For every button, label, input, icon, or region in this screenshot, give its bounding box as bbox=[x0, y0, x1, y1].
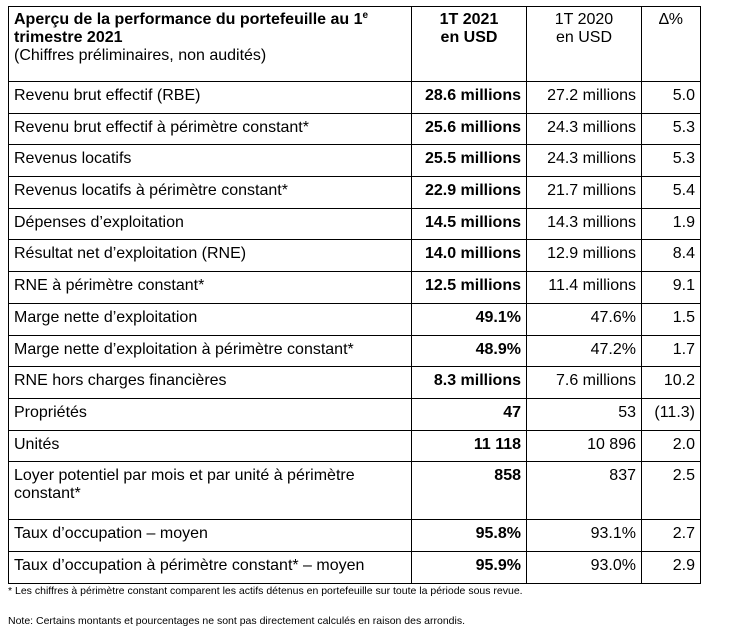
row-label: Revenu brut effectif (RBE) bbox=[8, 81, 412, 114]
footnote-asterisk: * Les chiffres à périmètre constant comp… bbox=[8, 585, 523, 597]
value-2021: 95.8% bbox=[411, 519, 527, 552]
value-2021: 22.9 millions bbox=[411, 176, 527, 209]
table-row: RNE hors charges financières 8.3 millions… bbox=[8, 366, 701, 399]
row-label: Revenus locatifs bbox=[8, 144, 412, 178]
value-delta: 2.7 bbox=[641, 519, 701, 552]
table-row: Marge nette d’exploitation 49.1% 47.6% 1.5 bbox=[8, 302, 701, 336]
value-2021: 14.5 millions bbox=[411, 207, 527, 241]
value-delta: 5.3 bbox=[641, 112, 701, 146]
row-label: Taux d’occupation – moyen bbox=[8, 519, 412, 552]
value-delta: 2.5 bbox=[641, 461, 701, 521]
value-2021: 8.3 millions bbox=[411, 366, 527, 399]
header-delta: ∆% bbox=[641, 6, 701, 82]
value-2020: 27.2 millions bbox=[526, 81, 642, 114]
row-label: Taux d’occupation à périmètre constant* … bbox=[8, 550, 412, 584]
portfolio-performance-table: Aperçu de la performance du portefeuille… bbox=[8, 6, 701, 584]
row-label: Dépenses d’exploitation bbox=[8, 207, 412, 241]
row-label: Marge nette d’exploitation bbox=[8, 302, 412, 336]
table-row: Revenu brut effectif (RBE) 28.6 millions 2… bbox=[8, 81, 701, 114]
value-delta: 2.9 bbox=[641, 550, 701, 584]
value-2021: 12.5 millions bbox=[411, 271, 527, 304]
value-2021: 95.9% bbox=[411, 550, 527, 584]
value-2020: 24.3 millions bbox=[526, 112, 642, 146]
value-2021: 28.6 millions bbox=[411, 81, 527, 114]
table-row: Loyer potentiel par mois et par unité à … bbox=[8, 461, 701, 521]
table-row: Propriétés 47 53 (11.3) bbox=[8, 397, 701, 431]
table-row: Unités 11 118 10 896 2.0 bbox=[8, 429, 701, 463]
value-2021: 47 bbox=[411, 397, 527, 431]
value-delta: 2.0 bbox=[641, 429, 701, 463]
value-delta: 1.5 bbox=[641, 302, 701, 336]
value-2020: 7.6 millions bbox=[526, 366, 642, 399]
row-label: RNE à périmètre constant* bbox=[8, 271, 412, 304]
value-delta: 9.1 bbox=[641, 271, 701, 304]
table-row: Marge nette d’exploitation à périmètre c… bbox=[8, 334, 701, 368]
value-2021: 49.1% bbox=[411, 302, 527, 336]
value-delta: 1.9 bbox=[641, 207, 701, 241]
footnote-note: Note: Certains montants et pourcentages … bbox=[8, 615, 466, 627]
header-2021: 1T 2021 en USD bbox=[411, 6, 527, 82]
row-label: Unités bbox=[8, 429, 412, 463]
table-header-row: Aperçu de la performance du portefeuille… bbox=[8, 6, 701, 82]
value-2020: 10 896 bbox=[526, 429, 642, 463]
value-2020: 12.9 millions bbox=[526, 239, 642, 273]
row-label: Revenu brut effectif à périmètre constan… bbox=[8, 112, 412, 146]
value-delta: 5.0 bbox=[641, 81, 701, 114]
value-delta: 5.4 bbox=[641, 176, 701, 209]
value-2020: 53 bbox=[526, 397, 642, 431]
value-2020: 47.6% bbox=[526, 302, 642, 336]
table-row: Taux d’occupation – moyen 95.8% 93.1% 2.7 bbox=[8, 519, 701, 552]
header-2020: 1T 2020 en USD bbox=[526, 6, 642, 82]
table-row: Dépenses d’exploitation 14.5 millions 14.3… bbox=[8, 207, 701, 241]
value-delta: 1.7 bbox=[641, 334, 701, 368]
row-label: Revenus locatifs à périmètre constant* bbox=[8, 176, 412, 209]
value-delta: 8.4 bbox=[641, 239, 701, 273]
row-label: Résultat net d’exploitation (RNE) bbox=[8, 239, 412, 273]
table-body: Revenu brut effectif (RBE) 28.6 millions 2… bbox=[8, 81, 701, 584]
row-label: Marge nette d’exploitation à périmètre c… bbox=[8, 334, 412, 368]
value-2020: 93.0% bbox=[526, 550, 642, 584]
table-subtitle: (Chiffres préliminaires, non audités) bbox=[14, 47, 267, 64]
table-row: Revenus locatifs à périmètre constant* 22… bbox=[8, 176, 701, 209]
value-2020: 93.1% bbox=[526, 519, 642, 552]
value-2020: 837 bbox=[526, 461, 642, 521]
value-2021: 25.5 millions bbox=[411, 144, 527, 178]
value-delta: 5.3 bbox=[641, 144, 701, 178]
row-label: Propriétés bbox=[8, 397, 412, 431]
table-row: Taux d’occupation à périmètre constant* … bbox=[8, 550, 701, 584]
table-row: Revenus locatifs 25.5 millions 24.3 millio… bbox=[8, 144, 701, 178]
value-delta: 10.2 bbox=[641, 366, 701, 399]
table-title: Aperçu de la performance du portefeuille… bbox=[14, 10, 369, 47]
value-2020: 14.3 millions bbox=[526, 207, 642, 241]
value-2021: 25.6 millions bbox=[411, 112, 527, 146]
value-2020: 24.3 millions bbox=[526, 144, 642, 178]
table-row: Résultat net d’exploitation (RNE) 14.0 mi… bbox=[8, 239, 701, 273]
value-2021: 48.9% bbox=[411, 334, 527, 368]
table-row: Revenu brut effectif à périmètre constan… bbox=[8, 112, 701, 146]
row-label: Loyer potentiel par mois et par unité à … bbox=[8, 461, 412, 521]
row-label: RNE hors charges financières bbox=[8, 366, 412, 399]
value-2020: 21.7 millions bbox=[526, 176, 642, 209]
value-2020: 11.4 millions bbox=[526, 271, 642, 304]
value-2021: 858 bbox=[411, 461, 527, 521]
header-title-cell: Aperçu de la performance du portefeuille… bbox=[8, 6, 412, 82]
value-2021: 11 118 bbox=[411, 429, 527, 463]
value-2021: 14.0 millions bbox=[411, 239, 527, 273]
value-2020: 47.2% bbox=[526, 334, 642, 368]
value-delta: (11.3) bbox=[641, 397, 701, 431]
table-row: RNE à périmètre constant* 12.5 millions 11… bbox=[8, 271, 701, 304]
